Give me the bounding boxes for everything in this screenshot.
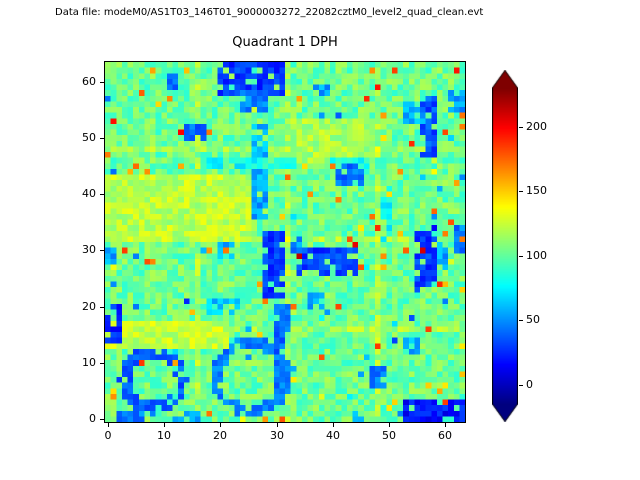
x-tick-label: 0 (104, 429, 112, 442)
y-tick-mark (100, 307, 104, 308)
y-tick-mark (100, 250, 104, 251)
colorbar-tick-label: 0 (526, 378, 533, 391)
colorbar-tick-mark (519, 127, 523, 128)
x-tick-label: 10 (157, 429, 171, 442)
colorbar-tick-label: 50 (526, 313, 540, 326)
x-tick-mark (164, 423, 165, 427)
x-tick-mark (220, 423, 221, 427)
y-tick-label: 50 (82, 131, 96, 144)
y-tick-mark (100, 419, 104, 420)
x-tick-label: 50 (382, 429, 396, 442)
x-tick-label: 30 (270, 429, 284, 442)
colorbar-tick-mark (519, 320, 523, 321)
colorbar-tick-label: 200 (526, 120, 547, 133)
x-tick-label: 60 (438, 429, 452, 442)
x-tick-mark (389, 423, 390, 427)
x-tick-label: 20 (213, 429, 227, 442)
plot-area (104, 61, 466, 423)
x-tick-label: 40 (326, 429, 340, 442)
y-tick-label: 40 (82, 187, 96, 200)
y-tick-label: 0 (89, 412, 96, 425)
colorbar-tick-label: 100 (526, 249, 547, 262)
data-file-label: Data file: modeM0/AS1T03_146T01_90000032… (55, 7, 484, 18)
y-tick-mark (100, 363, 104, 364)
y-tick-label: 30 (82, 243, 96, 256)
chart-title: Quadrant 1 DPH (232, 35, 338, 50)
x-tick-mark (333, 423, 334, 427)
y-tick-mark (100, 138, 104, 139)
colorbar-tick-label: 150 (526, 184, 547, 197)
y-tick-mark (100, 82, 104, 83)
y-tick-label: 20 (82, 300, 96, 313)
colorbar-tick-mark (519, 191, 523, 192)
x-tick-mark (108, 423, 109, 427)
colorbar-tick-mark (519, 385, 523, 386)
y-tick-label: 60 (82, 75, 96, 88)
y-tick-label: 10 (82, 356, 96, 369)
x-tick-mark (445, 423, 446, 427)
colorbar (492, 70, 518, 422)
heatmap-canvas (105, 62, 465, 422)
colorbar-tick-mark (519, 256, 523, 257)
x-tick-mark (277, 423, 278, 427)
y-tick-mark (100, 194, 104, 195)
